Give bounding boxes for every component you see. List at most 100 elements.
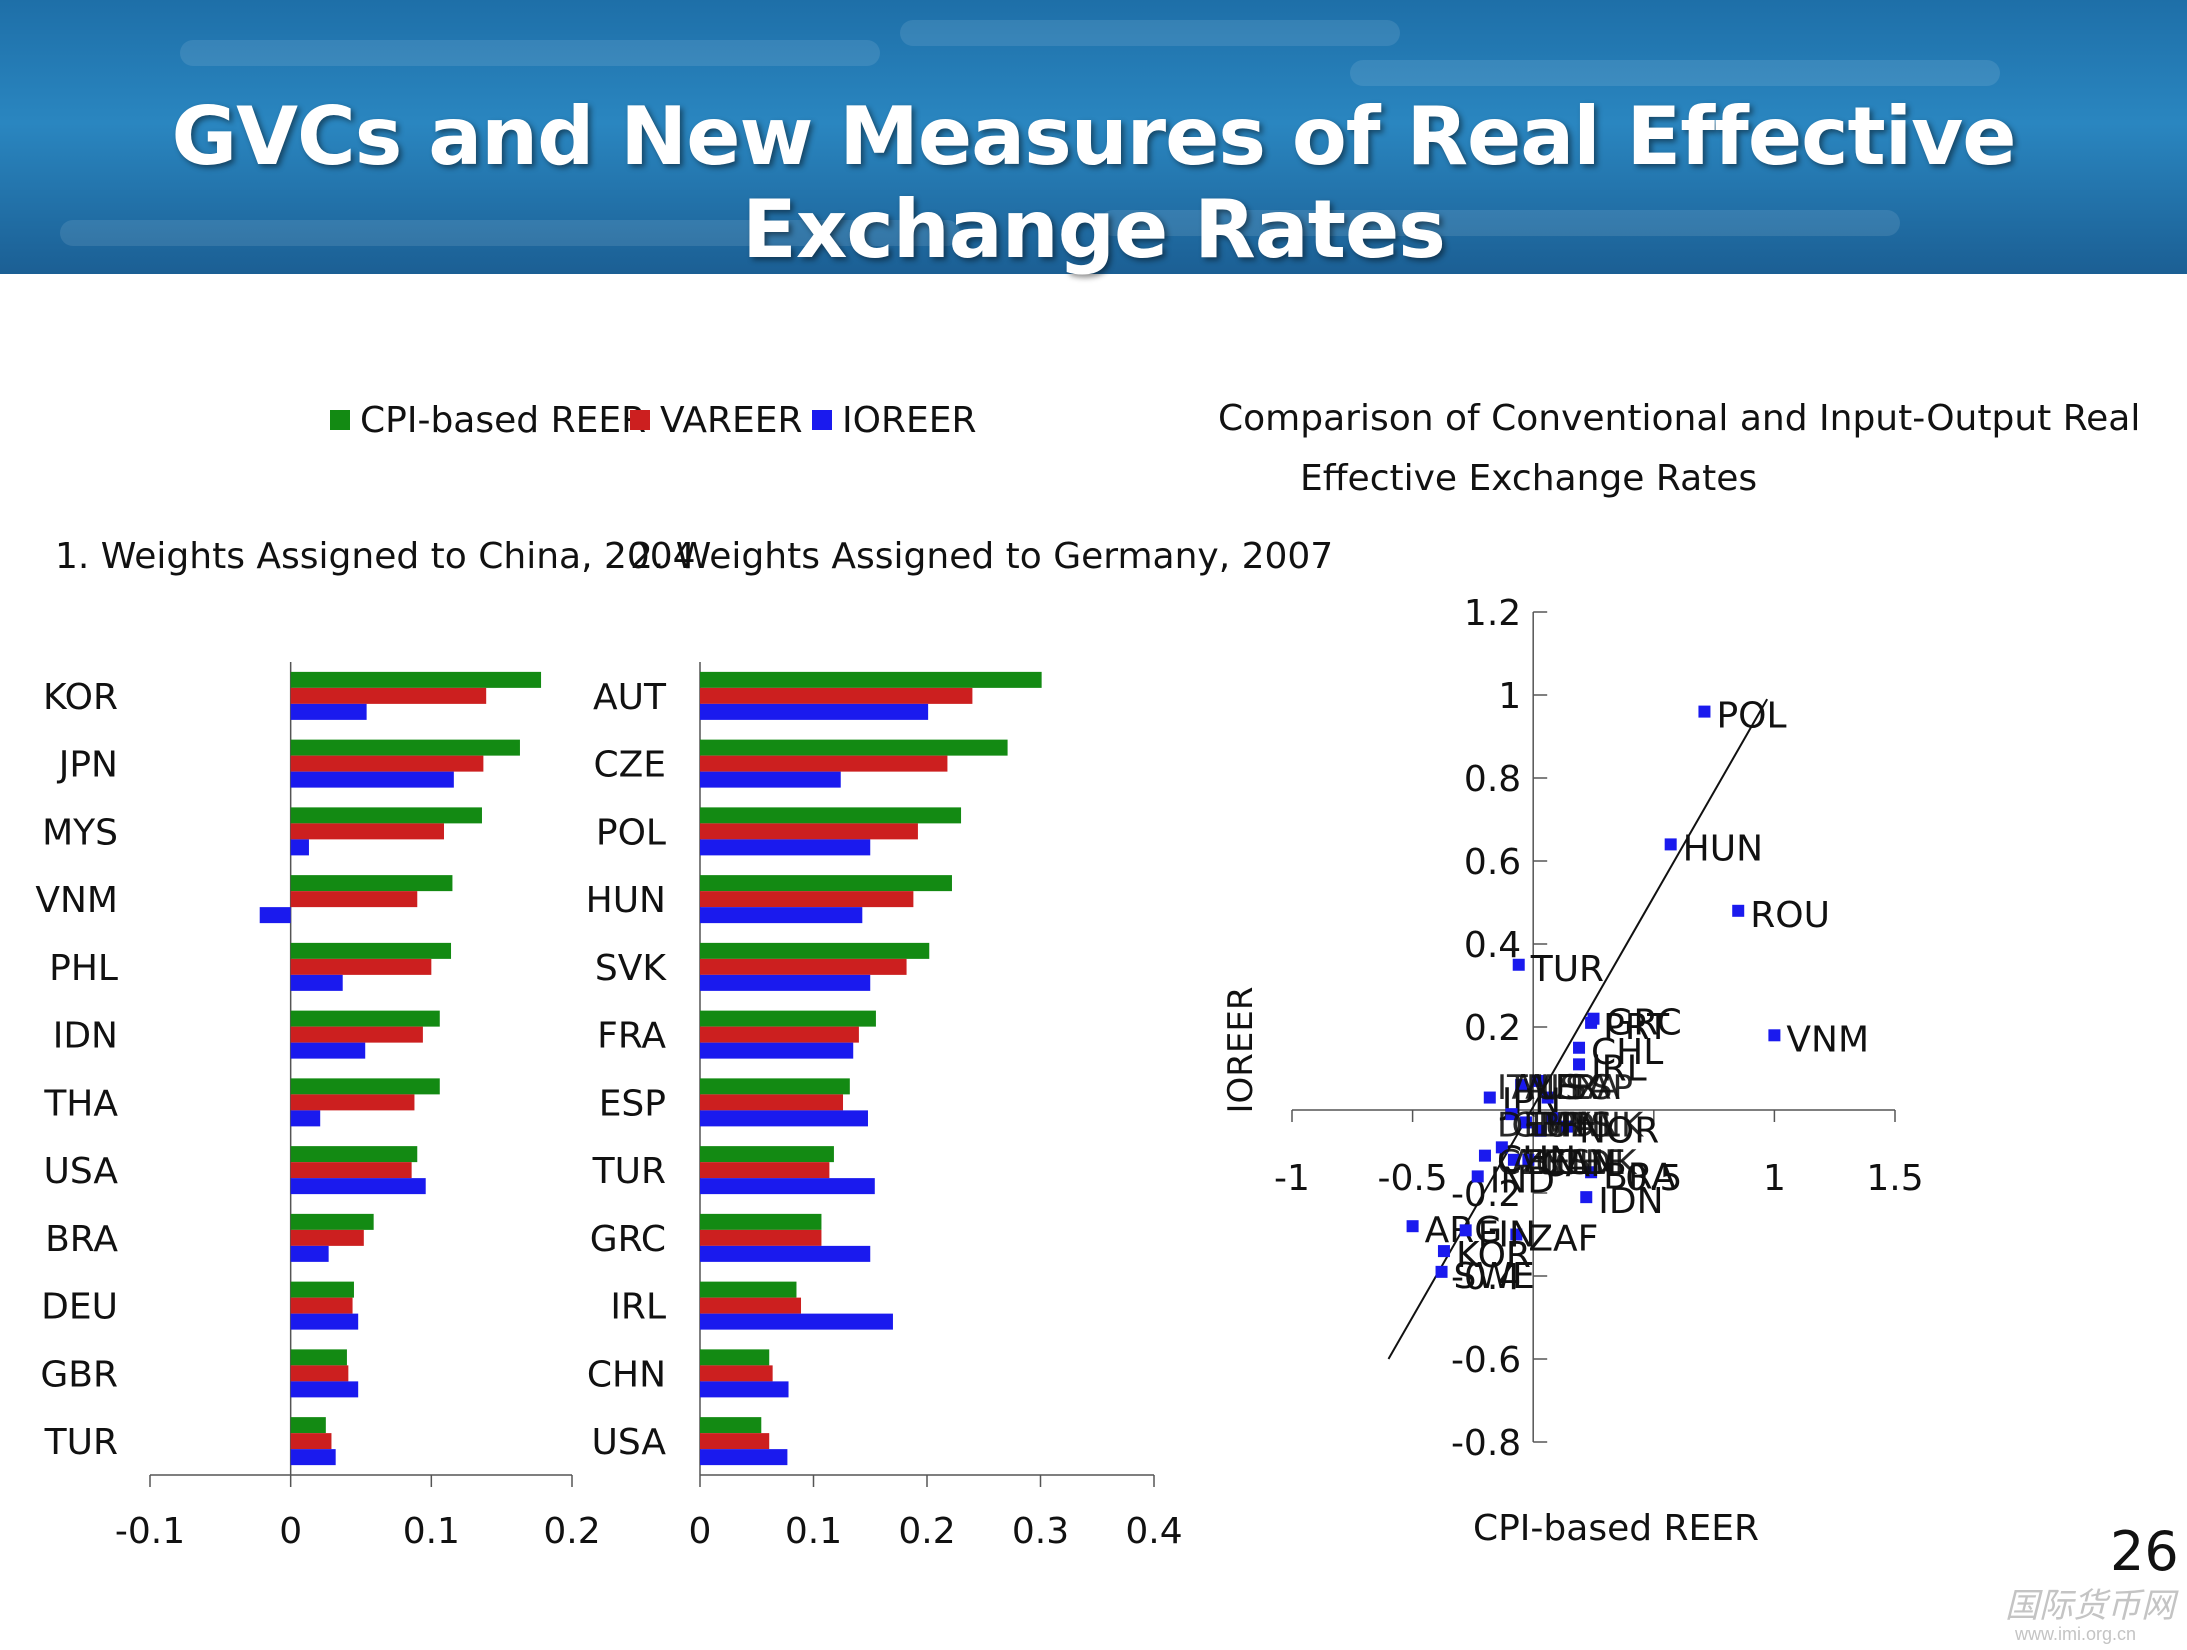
chart-weights-germany: 0 0.1 0.2 0.3 0.4 AUT CZE POL HUN SVK FRA ESP TUR GRC…: [586, 662, 1183, 1552]
category-label-bra: BRA: [45, 1219, 118, 1260]
bar-tha-cpi-based-reer: [290, 1078, 440, 1095]
category-label-chn: CHN: [587, 1354, 666, 1395]
watermark-logo: 国际货币网: [2005, 1586, 2175, 1626]
point-unlabeled-23: [1541, 1091, 1554, 1104]
x-tick-label: 0: [689, 1511, 712, 1552]
bar-gbr-vareer: [290, 1365, 349, 1382]
y-tick-label: -0.2: [1451, 1174, 1521, 1215]
x-tick-label: 0.5: [1625, 1158, 1682, 1199]
y-tick-label: -0.8: [1451, 1423, 1521, 1464]
bar-gbr-ioreer: [290, 1381, 359, 1398]
bar-svk-ioreer: [700, 974, 871, 991]
overlap-label-deu: DEU: [1497, 1105, 1570, 1145]
bar-tur-ioreer: [290, 1449, 336, 1466]
bar-tha-vareer: [290, 1094, 415, 1111]
point-fin: [1459, 1224, 1472, 1237]
category-label-pol: POL: [596, 812, 666, 853]
x-tick-label: -1: [1274, 1158, 1310, 1199]
point-unlabeled-22: [1532, 1074, 1545, 1087]
x-tick-label: 0.1: [785, 1511, 842, 1552]
legend-label-cpi: CPI-based REER: [360, 399, 647, 441]
x-tick-label: 0: [279, 1511, 302, 1552]
bar-idn-ioreer: [290, 1042, 366, 1059]
bar-usa-cpi-based-reer: [290, 1146, 418, 1163]
y-tick-label: 0.6: [1464, 842, 1521, 883]
point-unlabeled-29: [1507, 1153, 1520, 1166]
y-tick-label: 0.4: [1464, 925, 1521, 966]
legend-swatch-cpi: [330, 410, 350, 430]
point-kor: [1437, 1245, 1450, 1258]
point-unlabeled-21: [1515, 1079, 1528, 1092]
bar-esp-vareer: [700, 1094, 844, 1111]
point-label-fin: FIN: [1478, 1214, 1536, 1255]
point-label-hun: HUN: [1683, 828, 1763, 869]
chart3-title-line1: Comparison of Conventional and Input-Out…: [1218, 398, 2141, 439]
bar-pol-vareer: [700, 823, 918, 840]
bar-irl-vareer: [700, 1297, 802, 1314]
bar-jpn-cpi-based-reer: [290, 739, 520, 756]
fit-line: [1387, 698, 1769, 1360]
overlap-label-svk: SVK: [1569, 1143, 1638, 1183]
point-label-idn: IDN: [1598, 1181, 1663, 1222]
point-zaf: [1510, 1228, 1523, 1241]
bar-esp-cpi-based-reer: [700, 1078, 850, 1095]
bar-vnm-vareer: [290, 891, 418, 908]
category-label-jpn: JPN: [57, 745, 118, 786]
bar-irl-ioreer: [700, 1313, 893, 1330]
point-vnm: [1768, 1029, 1781, 1042]
bar-grc-vareer: [700, 1229, 822, 1246]
overlap-label-gbr: GBR: [1511, 1105, 1584, 1145]
legend-swatch-ioreer: [812, 410, 832, 430]
point-chn: [1478, 1149, 1491, 1162]
point-can: [1522, 1153, 1535, 1166]
chart-weights-china: -0.1 0 0.1 0.2 KOR JPN MYS VNM PHL IDN THA USA BRA DE…: [35, 662, 601, 1552]
overlap-label-aut: AUT: [1511, 1143, 1580, 1183]
overlap-label-cze: CZE: [1497, 1143, 1566, 1183]
point-pol: [1698, 705, 1711, 718]
overlap-label-fra: FRA: [1555, 1068, 1620, 1108]
overlap-label-che: CHE: [1555, 1143, 1626, 1183]
overlap-label-tha: THA: [1525, 1105, 1596, 1145]
category-label-vnm: VNM: [35, 880, 118, 921]
legend-label-vareer: VAREER: [660, 399, 803, 441]
x-tick-label: 1.5: [1866, 1158, 1923, 1199]
category-label-cze: CZE: [593, 745, 666, 786]
x-tick-label: -0.5: [1377, 1158, 1447, 1199]
bar-kor-cpi-based-reer: [290, 671, 542, 688]
point-idn: [1580, 1191, 1593, 1204]
bar-tur-ioreer: [700, 1178, 875, 1195]
point-rou: [1732, 904, 1745, 917]
bar-irl-cpi-based-reer: [700, 1281, 797, 1298]
x-tick-label: 1: [1763, 1158, 1786, 1199]
point-bra: [1585, 1166, 1598, 1179]
bar-chn-ioreer: [700, 1381, 789, 1398]
point-label-rou: ROU: [1750, 895, 1830, 936]
bar-phl-cpi-based-reer: [290, 942, 452, 959]
x-tick-label: 0.4: [1125, 1511, 1182, 1552]
overlap-label-esp: ESP: [1569, 1068, 1633, 1108]
bar-usa-vareer: [700, 1433, 770, 1450]
x-axis-title: CPI-based REER: [1473, 1508, 1759, 1549]
category-label-idn: IDN: [53, 1016, 118, 1057]
point-unlabeled-26: [1534, 1124, 1547, 1137]
category-label-tur: TUR: [44, 1422, 118, 1463]
category-label-irl: IRL: [610, 1287, 666, 1328]
category-label-aut: AUT: [593, 677, 667, 718]
legend-item-vareer: VAREER: [630, 399, 803, 441]
bar-svk-cpi-based-reer: [700, 942, 930, 959]
bar-fra-vareer: [700, 1026, 859, 1043]
overlap-label-ita: ITA: [1497, 1068, 1548, 1108]
bar-usa-ioreer: [700, 1449, 788, 1466]
bar-tha-ioreer: [290, 1110, 321, 1127]
y-tick-label: 0.2: [1464, 1008, 1521, 1049]
x-tick-label: 0.2: [898, 1511, 955, 1552]
bar-phl-ioreer: [290, 974, 343, 991]
point-label-bra: BRA: [1603, 1156, 1676, 1197]
category-label-deu: DEU: [41, 1287, 118, 1328]
overlap-label-phl: PHL: [1555, 1105, 1620, 1145]
y-tick-label: -0.4: [1451, 1257, 1521, 1298]
y-tick-label: 1: [1498, 676, 1521, 717]
bar-jpn-vareer: [290, 755, 484, 772]
x-tick-label: 0.1: [403, 1511, 460, 1552]
overlap-label-usa: USA: [1540, 1068, 1610, 1108]
